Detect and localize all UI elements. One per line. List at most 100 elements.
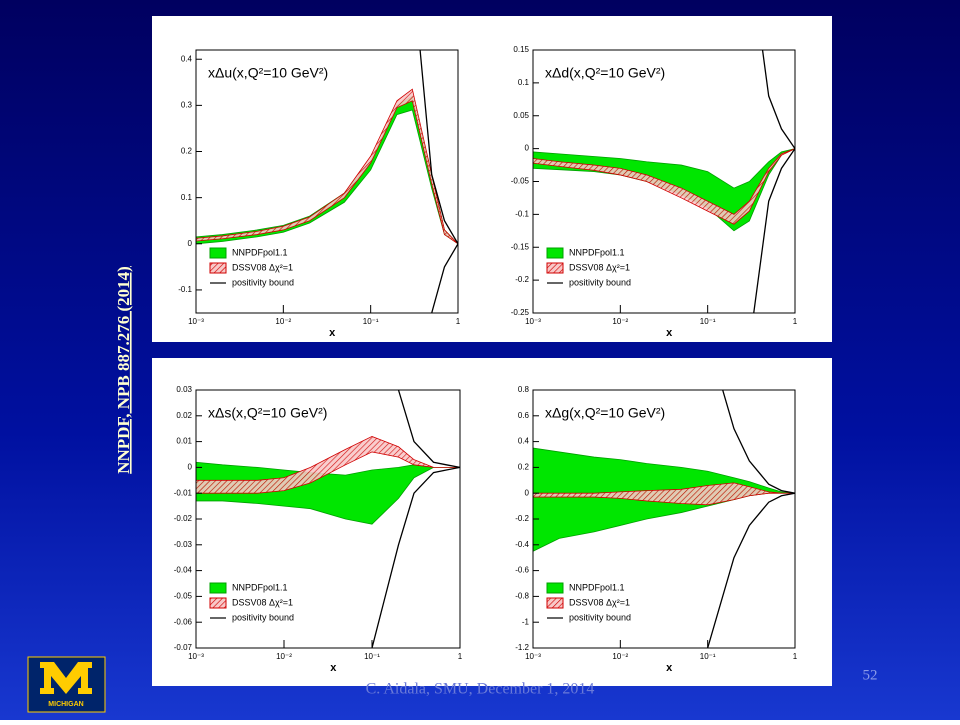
legend-swatch — [546, 247, 564, 259]
hatched-band — [533, 482, 795, 506]
y-tick-label: 0 — [525, 488, 530, 497]
chart-title: xΔd(x,Q²=10 GeV²) — [545, 65, 665, 81]
positivity-line — [431, 243, 458, 313]
y-tick-label: -0.1 — [515, 209, 529, 218]
x-tick-label: 1 — [456, 317, 461, 326]
chart-title: xΔg(x,Q²=10 GeV²) — [545, 405, 665, 421]
hatched-band — [196, 88, 458, 245]
legend-swatch — [209, 247, 227, 259]
y-tick-label: -0.05 — [174, 592, 193, 601]
x-tick-label: 10⁻³ — [188, 652, 204, 661]
y-tick-label: -0.1 — [178, 285, 192, 294]
y-tick-label: -0.04 — [174, 566, 193, 575]
x-tick-label: 10⁻² — [276, 652, 292, 661]
positivity-line — [753, 148, 795, 313]
y-tick-label: -1.2 — [515, 643, 529, 652]
legend-label: DSSV08 Δχ²=1 — [232, 262, 293, 272]
y-tick-label: 0.03 — [176, 385, 192, 394]
y-tick-label: -0.2 — [515, 514, 529, 523]
x-tick-label: 10⁻¹ — [700, 652, 716, 661]
y-tick-label: 0.2 — [518, 463, 530, 472]
legend-label: NNPDFpol1.1 — [569, 247, 625, 257]
y-tick-label: 0.4 — [518, 437, 530, 446]
positivity-line — [397, 390, 460, 469]
x-tick-label: 10⁻² — [612, 652, 628, 661]
y-tick-label: -0.03 — [174, 540, 193, 549]
plot: -0.1 0 0.1 0.2 0.3 0.4 10⁻³ 10⁻² 10⁻¹ 1 x xΔu(x,Q²=… — [178, 49, 461, 339]
y-tick-label: 0.4 — [181, 54, 193, 63]
y-tick-label: 0.2 — [181, 147, 193, 156]
x-axis-label: x — [666, 327, 673, 339]
x-tick-label: 10⁻¹ — [364, 652, 380, 661]
y-tick-label: -0.15 — [511, 242, 530, 251]
y-tick-label: 0.02 — [176, 411, 192, 420]
legend-label: positivity bound — [569, 277, 631, 287]
legend-swatch — [546, 597, 564, 609]
legend-label: DSSV08 Δχ²=1 — [232, 597, 293, 607]
plot-area — [533, 390, 795, 648]
hatched-band — [533, 148, 795, 225]
y-tick-label: -0.05 — [511, 177, 530, 186]
y-tick-label: 0.15 — [513, 45, 529, 54]
x-tick-label: 10⁻³ — [525, 317, 541, 326]
y-tick-label: -0.2 — [515, 275, 529, 284]
side-label: NNPDF, NPB 887.276 (2014) — [114, 266, 133, 474]
y-tick-label: -0.01 — [174, 488, 193, 497]
y-tick-label: 0.3 — [181, 100, 193, 109]
positivity-line — [371, 466, 460, 648]
y-tick-label: 0 — [525, 144, 530, 153]
legend-label: DSSV08 Δχ²=1 — [569, 262, 630, 272]
y-tick-label: 0.1 — [518, 78, 530, 87]
legend-swatch — [546, 262, 564, 274]
x-tick-label: 10⁻³ — [525, 652, 541, 661]
legend-swatch — [209, 597, 227, 609]
hatched-band — [196, 436, 460, 494]
y-tick-label: 0 — [188, 239, 193, 248]
y-tick-label: 0.8 — [518, 385, 530, 394]
x-tick-label: 1 — [793, 317, 798, 326]
x-tick-label: 10⁻² — [275, 317, 291, 326]
positivity-line — [707, 492, 795, 648]
x-tick-label: 1 — [793, 652, 798, 661]
legend-label: positivity bound — [569, 612, 631, 622]
plot: -1.2 -1 -0.8 -0.6 -0.4 -0.2 0 0.2 0.4 0.6 0.8 10⁻³ 1… — [515, 385, 798, 674]
page-number: 52 — [863, 667, 878, 683]
y-tick-label: 0.01 — [176, 437, 192, 446]
logo: MICHIGAN — [27, 656, 106, 713]
y-tick-label: -0.6 — [515, 566, 529, 575]
x-tick-label: 10⁻¹ — [700, 317, 716, 326]
y-tick-label: -1 — [522, 617, 530, 626]
x-tick-label: 1 — [458, 652, 463, 661]
y-tick-label: -0.02 — [174, 514, 193, 523]
positivity-line — [722, 390, 795, 494]
panel-bottom — [152, 358, 832, 686]
y-tick-label: 0.6 — [518, 411, 530, 420]
legend-label: NNPDFpol1.1 — [232, 582, 288, 592]
y-tick-label: 0.05 — [513, 111, 529, 120]
legend-label: NNPDFpol1.1 — [569, 582, 625, 592]
plot-area — [196, 390, 460, 648]
y-tick-label: 0.1 — [181, 193, 193, 202]
legend-swatch — [209, 262, 227, 274]
legend-label: DSSV08 Δχ²=1 — [569, 597, 630, 607]
x-tick-label: 10⁻¹ — [363, 317, 379, 326]
plot-frame — [195, 49, 459, 314]
x-axis-label: x — [666, 662, 673, 674]
positivity-line — [419, 50, 458, 245]
x-tick-label: 10⁻² — [612, 317, 628, 326]
legend-swatch — [209, 582, 227, 594]
y-tick-label: -0.06 — [174, 617, 193, 626]
legend-label: positivity bound — [232, 612, 294, 622]
legend-label: NNPDFpol1.1 — [232, 247, 288, 257]
positivity-line — [761, 50, 795, 149]
chart-title: xΔs(x,Q²=10 GeV²) — [208, 405, 327, 421]
x-axis-label: x — [330, 662, 337, 674]
x-axis-label: x — [329, 327, 336, 339]
plot: -0.25 -0.2 -0.15 -0.1 -0.05 0 0.05 0.1 0.15 10⁻³ 1… — [511, 45, 798, 339]
y-tick-label: -0.25 — [511, 308, 530, 317]
y-tick-label: 0 — [188, 463, 193, 472]
plot: -0.07 -0.06 -0.05 -0.04 -0.03 -0.02 -0.01 0 0.01… — [174, 385, 463, 674]
x-tick-label: 10⁻³ — [188, 317, 204, 326]
logo-text: MICHIGAN — [48, 701, 83, 708]
plot-area — [196, 50, 458, 313]
